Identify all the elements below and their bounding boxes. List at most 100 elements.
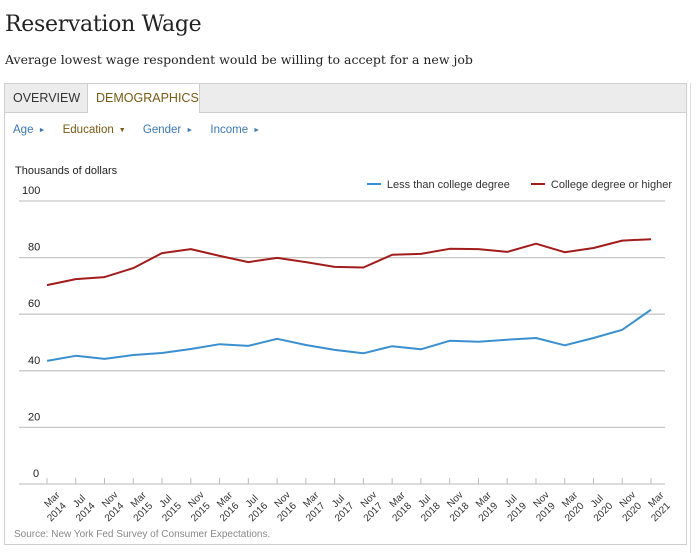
x-tick-label: Mar2020 [555, 490, 590, 525]
legend-swatch-less-than-college [366, 183, 381, 186]
data-point-less-than-college [561, 341, 569, 349]
data-point-college-or-higher [503, 248, 511, 256]
x-tick-label: Nov2015 [181, 490, 216, 525]
filter-gender[interactable]: Gender ► [143, 124, 193, 136]
tab-overview[interactable]: OVERVIEW [13, 91, 81, 105]
data-point-college-or-higher [417, 250, 425, 258]
data-point-less-than-college [589, 334, 597, 342]
triangle-down-icon: ▼ [118, 127, 126, 134]
data-point-college-or-higher [618, 237, 626, 245]
data-point-less-than-college [359, 349, 367, 357]
series-line-college-or-higher [46, 238, 652, 287]
data-point-college-or-higher [647, 235, 655, 243]
data-point-college-or-higher [388, 251, 396, 259]
triangle-right-icon: ► [186, 127, 194, 134]
x-tick-label: Nov2019 [526, 490, 561, 525]
data-point-less-than-college [72, 352, 80, 360]
x-tick-label: Jul2020 [583, 492, 615, 524]
data-point-less-than-college [302, 341, 310, 349]
x-tick-label: Nov2014 [94, 490, 129, 525]
data-point-college-or-higher [331, 263, 339, 271]
x-tick-label: Nov2018 [440, 490, 475, 525]
data-point-college-or-higher [273, 254, 281, 262]
page-scroll-edge [690, 83, 691, 553]
data-point-less-than-college [187, 345, 195, 353]
data-point-less-than-college [158, 349, 166, 357]
data-point-less-than-college [388, 342, 396, 350]
x-tick-label: Jul2014 [66, 492, 98, 524]
legend-label-less-than-college: Less than college degree [386, 179, 510, 191]
x-tick-label: Mar2014 [37, 490, 72, 525]
data-point-college-or-higher [359, 264, 367, 272]
tab-demographics[interactable]: DEMOGRAPHICS [87, 84, 200, 113]
data-point-college-or-higher [446, 245, 454, 253]
data-point-less-than-college [43, 357, 51, 365]
data-point-college-or-higher [187, 245, 195, 253]
x-tick-label: Mar2019 [468, 490, 503, 525]
data-point-college-or-higher [244, 258, 252, 266]
x-tick-label: Nov2016 [267, 490, 302, 525]
data-point-less-than-college [216, 340, 224, 348]
y-tick-label: 60 [28, 298, 40, 310]
x-tick-label: Mar2017 [296, 490, 331, 525]
data-point-less-than-college [446, 337, 454, 345]
data-point-college-or-higher [561, 248, 569, 256]
data-point-less-than-college [244, 342, 252, 350]
data-point-less-than-college [273, 335, 281, 343]
x-tick-label: Jul2015 [152, 492, 184, 524]
x-tick-label: Mar2015 [123, 490, 158, 525]
x-tick-label: Nov2017 [353, 490, 388, 525]
data-point-college-or-higher [302, 258, 310, 266]
legend-item-less-than-college[interactable]: Less than college degree [366, 179, 510, 191]
chart-panel: OVERVIEW DEMOGRAPHICS Age ► Education ▼ Ge… [4, 83, 687, 545]
line-chart: 0 20 40 60 80 100 Mar2014 Jul2014Nov2014Mar2015… [19, 185, 676, 525]
data-point-college-or-higher [532, 240, 540, 248]
legend-swatch-college-or-higher [530, 183, 545, 186]
data-point-college-or-higher [43, 281, 51, 289]
y-tick-label: 80 [28, 242, 40, 254]
series-line-less-than-college [46, 308, 652, 362]
data-point-less-than-college [532, 334, 540, 342]
page-subtitle: Average lowest wage respondent would be … [5, 52, 473, 67]
filter-education[interactable]: Education ▼ [63, 124, 126, 136]
data-point-college-or-higher [129, 264, 137, 272]
data-point-less-than-college [101, 355, 109, 363]
data-point-college-or-higher [72, 275, 80, 283]
legend-item-college-or-higher[interactable]: College degree or higher [530, 179, 672, 191]
y-axis-label: Thousands of dollars [15, 165, 118, 177]
y-tick-label: 40 [28, 355, 40, 367]
filter-age[interactable]: Age ► [13, 124, 45, 136]
tab-bar: OVERVIEW DEMOGRAPHICS [5, 84, 686, 113]
source-note: Source: New York Fed Survey of Consumer … [14, 529, 271, 540]
filter-income-label: Income [210, 124, 249, 136]
x-tick-label: Jul2017 [324, 492, 356, 524]
x-tick-label: Mar2021 [641, 490, 676, 525]
x-tick-label: Mar2016 [209, 490, 244, 525]
triangle-right-icon: ► [253, 127, 261, 134]
data-point-college-or-higher [589, 244, 597, 252]
data-point-college-or-higher [474, 245, 482, 253]
y-tick-label: 0 [33, 468, 39, 480]
filter-education-label: Education [62, 124, 114, 136]
x-tick-label: Jul2018 [411, 492, 443, 524]
page-title: Reservation Wage [5, 12, 202, 37]
x-tick-label: Jul2019 [497, 492, 529, 524]
data-point-less-than-college [474, 338, 482, 346]
filter-income[interactable]: Income ► [210, 124, 260, 136]
filter-bar: Age ► Education ▼ Gender ► Income ► [13, 124, 274, 136]
y-tick-label: 20 [28, 411, 40, 423]
data-point-less-than-college [618, 326, 626, 334]
legend-label-college-or-higher: College degree or higher [550, 179, 672, 191]
data-point-less-than-college [647, 306, 655, 314]
chart-legend: Less than college degree College degree … [349, 179, 672, 191]
data-point-college-or-higher [216, 252, 224, 260]
data-point-less-than-college [129, 351, 137, 359]
data-point-less-than-college [417, 345, 425, 353]
x-tick-label: Nov2020 [612, 490, 647, 525]
data-point-college-or-higher [158, 249, 166, 257]
data-point-less-than-college [331, 346, 339, 354]
x-tick-label: Mar2018 [382, 490, 417, 525]
filter-age-label: Age [13, 124, 34, 136]
triangle-right-icon: ► [38, 127, 46, 134]
x-tick-label: Jul2016 [238, 492, 270, 524]
